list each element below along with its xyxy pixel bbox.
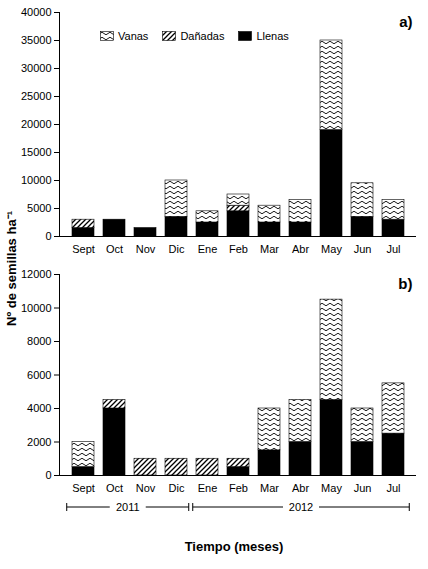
svg-text:10000: 10000: [21, 174, 52, 186]
svg-text:b): b): [398, 275, 412, 292]
svg-text:a): a): [399, 13, 412, 30]
svg-text:Abr: Abr: [292, 243, 309, 255]
svg-text:2011: 2011: [116, 501, 140, 513]
svg-text:Jun: Jun: [354, 482, 372, 494]
html-text:Dañadas: Dañadas: [180, 30, 225, 42]
svg-text:2000: 2000: [27, 436, 51, 448]
svg-text:35000: 35000: [21, 34, 52, 46]
svg-text:5000: 5000: [27, 202, 51, 214]
svg-text:Abr: Abr: [292, 482, 309, 494]
svg-text:Oct: Oct: [106, 243, 123, 255]
svg-text:15000: 15000: [21, 146, 52, 158]
svg-text:Feb: Feb: [229, 482, 248, 494]
svg-text:Mar: Mar: [260, 243, 279, 255]
svg-text:10000: 10000: [21, 302, 52, 314]
svg-text:Sept: Sept: [72, 482, 95, 494]
svg-text:May: May: [321, 482, 342, 494]
svg-text:Mar: Mar: [260, 482, 279, 494]
svg-text:12000: 12000: [21, 268, 52, 280]
svg-text:8000: 8000: [27, 335, 51, 347]
svg-text:30000: 30000: [21, 62, 52, 74]
svg-text:0: 0: [45, 230, 51, 242]
svg-text:4000: 4000: [27, 402, 51, 414]
svg-text:Dic: Dic: [169, 482, 185, 494]
svg-text:Ene: Ene: [198, 243, 218, 255]
svg-text:40000: 40000: [21, 6, 52, 18]
svg-text:20000: 20000: [21, 118, 52, 130]
svg-text:Feb: Feb: [229, 243, 248, 255]
svg-text:Jun: Jun: [354, 243, 372, 255]
svg-text:Jul: Jul: [386, 482, 400, 494]
svg-text:Sept: Sept: [72, 243, 95, 255]
svg-text:May: May: [321, 243, 342, 255]
html-text:Llenas: Llenas: [256, 30, 289, 42]
html-text:Nº de semillas ha⁻¹: Nº de semillas ha⁻¹: [4, 211, 19, 326]
svg-text:2012: 2012: [289, 501, 313, 513]
svg-text:6000: 6000: [27, 369, 51, 381]
svg-text:Oct: Oct: [106, 482, 123, 494]
svg-text:Jul: Jul: [386, 243, 400, 255]
svg-text:Dic: Dic: [169, 243, 185, 255]
html-text:Tiempo (meses): Tiempo (meses): [184, 539, 284, 554]
svg-text:Ene: Ene: [198, 482, 218, 494]
svg-text:Nov: Nov: [136, 482, 156, 494]
svg-text:25000: 25000: [21, 90, 52, 102]
svg-text:Nov: Nov: [136, 243, 156, 255]
svg-text:0: 0: [45, 469, 51, 481]
html-text:Vanas: Vanas: [118, 30, 149, 42]
